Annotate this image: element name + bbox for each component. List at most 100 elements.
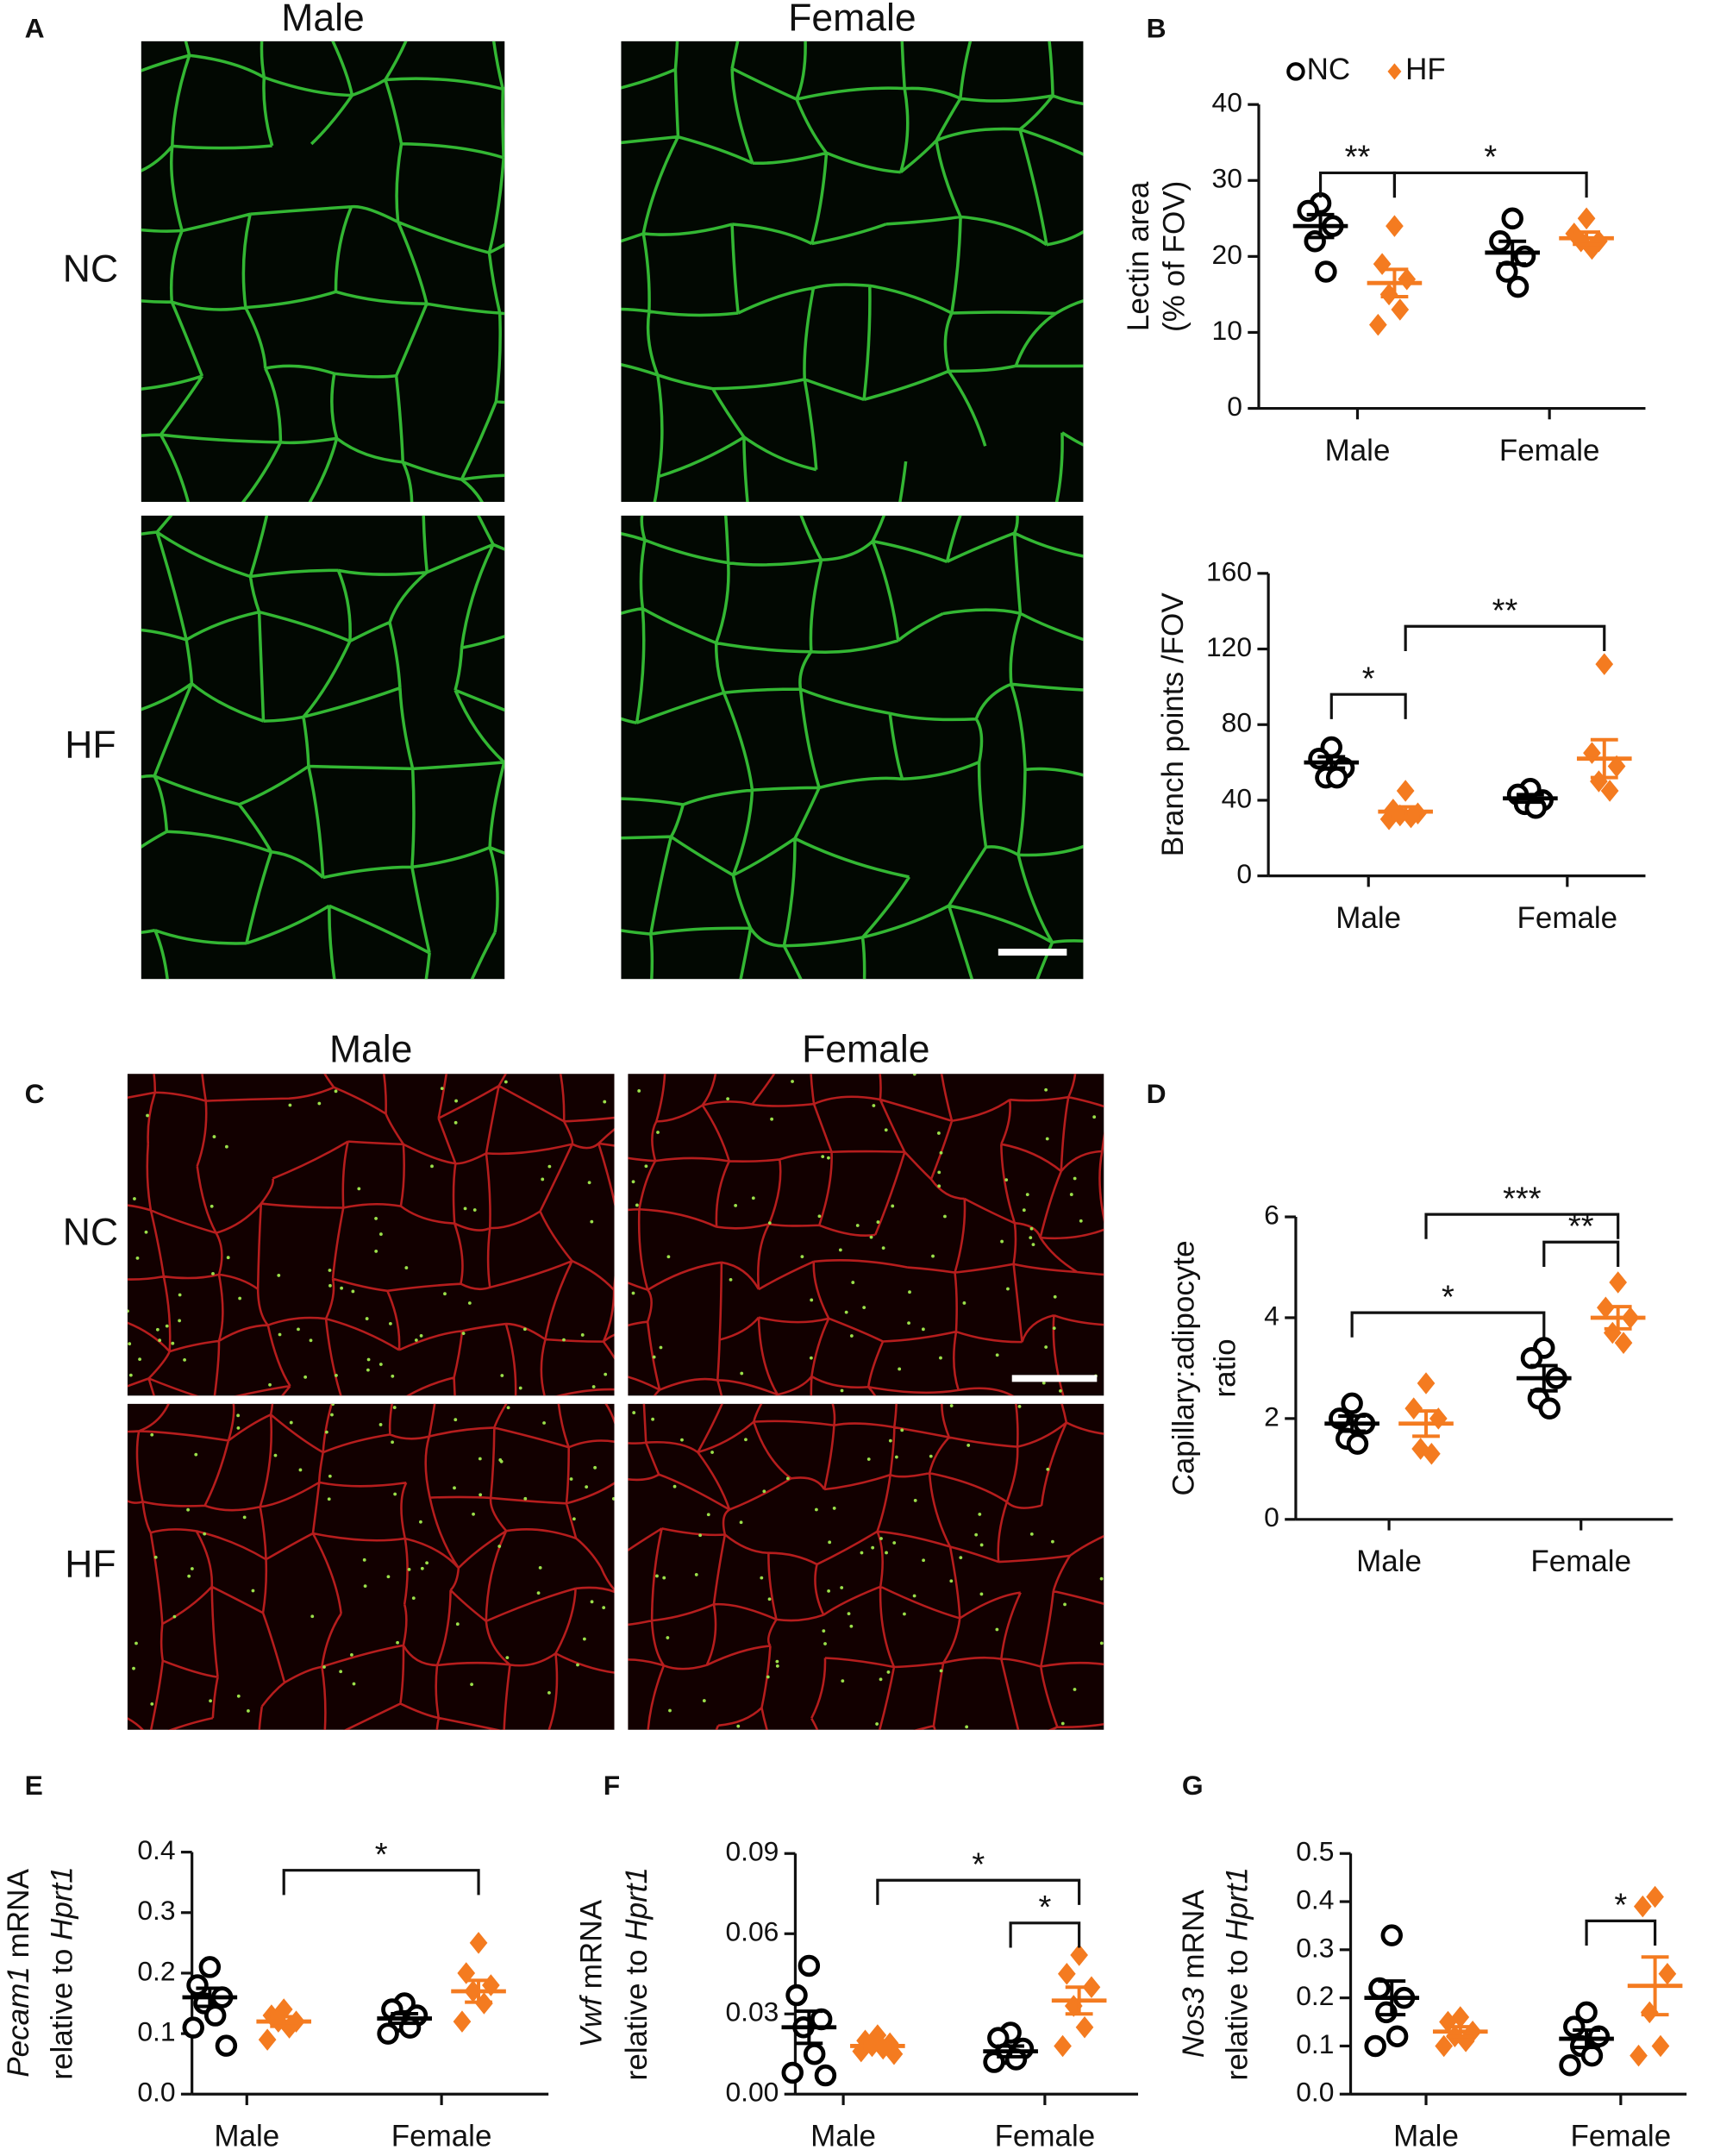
vessel-network [141,41,505,502]
y-axis-label-part: (% of FOV) [1158,181,1192,332]
capillary-speck [1059,1388,1062,1393]
capillary-speck [138,1357,141,1362]
capillary-speck [289,1420,293,1425]
micrograph [628,1403,1104,1730]
capillary-speck [171,1341,175,1345]
micrograph-background [141,41,505,502]
data-point [198,1956,222,1978]
capillary-speck [849,1334,854,1338]
significance-bracket [282,1869,480,1896]
capillary-speck [898,1367,902,1371]
y-tick-label: 0.2 [137,1955,175,1986]
capillary-speck [357,1187,361,1191]
capillary-speck [453,1486,456,1490]
capillary-speck [334,1089,338,1094]
capillary-speck [593,1465,597,1470]
capillary-speck [611,1497,615,1501]
y-axis-label-part: mRNA [2,1869,35,1967]
x-tick-label: Female [1517,901,1618,935]
capillary-speck [419,1520,422,1524]
data-point [1364,2034,1386,2058]
y-axis-label-part: Capillary:adipocyte [1167,1240,1201,1495]
y-axis-label-part: Hprt1 [620,1867,654,1941]
capillary-speck [921,1327,925,1332]
capillary-speck [365,1317,369,1320]
data-point [1380,1924,1403,1946]
capillary-speck [1029,1226,1034,1231]
capillary-speck [1092,1115,1097,1119]
capillary-speck [349,1652,353,1657]
data-point [1633,1895,1652,1918]
capillary-speck [1046,1467,1050,1471]
capillary-speck [183,1357,186,1362]
y-tick-label: 40 [1212,87,1242,118]
column-label: Female [788,0,916,40]
data-point [1417,1372,1436,1395]
y-axis-label-part: relative to [620,1941,654,2081]
significance-label: * [972,1846,985,1883]
data-point [1054,2034,1072,2058]
capillary-speck [827,1589,831,1593]
data-point [1341,1392,1363,1415]
capillary-speck [949,1404,954,1407]
y-axis-label: Nos3 mRNA [1177,1890,1210,2058]
y-tick-label: 0.3 [137,1895,175,1926]
y-axis-label: (% of FOV) [1158,181,1192,332]
capillary-speck [297,1327,300,1332]
capillary-speck [840,1388,844,1393]
capillary-speck [871,1545,875,1550]
y-axis-label-part: Pecam1 [2,1966,35,2078]
micrograph-background [141,515,505,980]
capillary-speck [913,1499,917,1502]
capillary-speck [392,1406,397,1409]
capillary-speck [912,1594,916,1598]
x-tick-label: Male [214,2119,279,2153]
data-point [215,2034,238,2057]
panel-label: D [1147,1078,1167,1109]
y-axis-label-part: Hprt1 [1221,1867,1254,1941]
data-point [457,1962,476,1984]
capillary-speck [1042,1381,1046,1385]
legend-marker [1286,62,1305,81]
capillary-speck [965,1725,969,1729]
micrograph-vessels [141,515,505,980]
capillary-speck [1029,1532,1034,1536]
data-point [1404,1397,1423,1420]
micrograph-background [628,1403,1104,1730]
y-axis-label: Lectin area [1122,181,1155,331]
vessel-network [621,515,1084,980]
capillary-speck [454,1099,458,1103]
data-point [186,1974,209,1996]
capillary-speck [903,1612,906,1616]
data-point [1308,747,1330,770]
capillary-speck [277,1274,281,1277]
significance-label: * [1362,660,1375,697]
data-point [453,2010,472,2033]
capillary-speck [236,1413,241,1418]
capillary-speck [939,1356,942,1360]
column-label: Male [281,0,365,40]
capillary-speck [931,1254,935,1258]
x-tick-label: Female [1571,2119,1672,2153]
capillary-speck [974,1532,979,1537]
data-point [258,2028,277,2051]
capillary-speck [298,1468,303,1472]
significance-label: * [1442,1278,1454,1315]
capillary-speck [866,1457,871,1461]
capillary-speck [706,1513,710,1517]
capillary-speck [1069,1193,1073,1196]
y-axis-label-part: Lectin area [1122,181,1155,331]
data-point [1369,313,1387,336]
capillary-speck [666,1255,671,1259]
x-tick-label: Female [1530,1545,1631,1578]
capillary-speck [238,1296,242,1300]
legend-marker [1387,63,1402,80]
capillary-speck [894,1455,898,1459]
capillary-speck [666,1636,670,1639]
capillary-speck [762,1489,766,1494]
capillary-speck [178,1319,182,1323]
capillary-speck [404,1266,409,1269]
capillary-speck [133,1197,136,1200]
panel-label: F [604,1770,620,1801]
capillary-speck [1045,1137,1049,1141]
